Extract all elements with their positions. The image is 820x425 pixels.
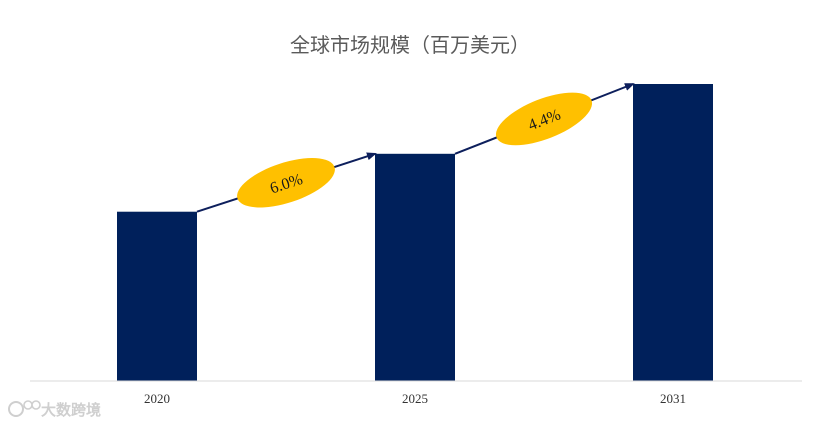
- bar-2025: [375, 153, 455, 381]
- growth-labels: 6.0%4.4%: [237, 92, 593, 208]
- chart-title: 全球市场规模（百万美元）: [290, 33, 530, 57]
- x-tick-label: 2025: [402, 391, 428, 406]
- bar-2031: [633, 84, 713, 381]
- watermark-text: 大数跨境: [41, 401, 101, 419]
- growth-ellipse: [495, 92, 593, 146]
- x-tick-label: 2020: [144, 391, 170, 406]
- growth-ellipse: [237, 158, 335, 208]
- watermark: 大数跨境: [8, 400, 101, 419]
- logo-mark-icon: [8, 400, 41, 417]
- x-tick-labels: 2020 2025 2031: [144, 391, 686, 406]
- x-tick-label: 2031: [660, 391, 686, 406]
- bar-2020: [117, 211, 197, 381]
- bars-group: [117, 84, 713, 381]
